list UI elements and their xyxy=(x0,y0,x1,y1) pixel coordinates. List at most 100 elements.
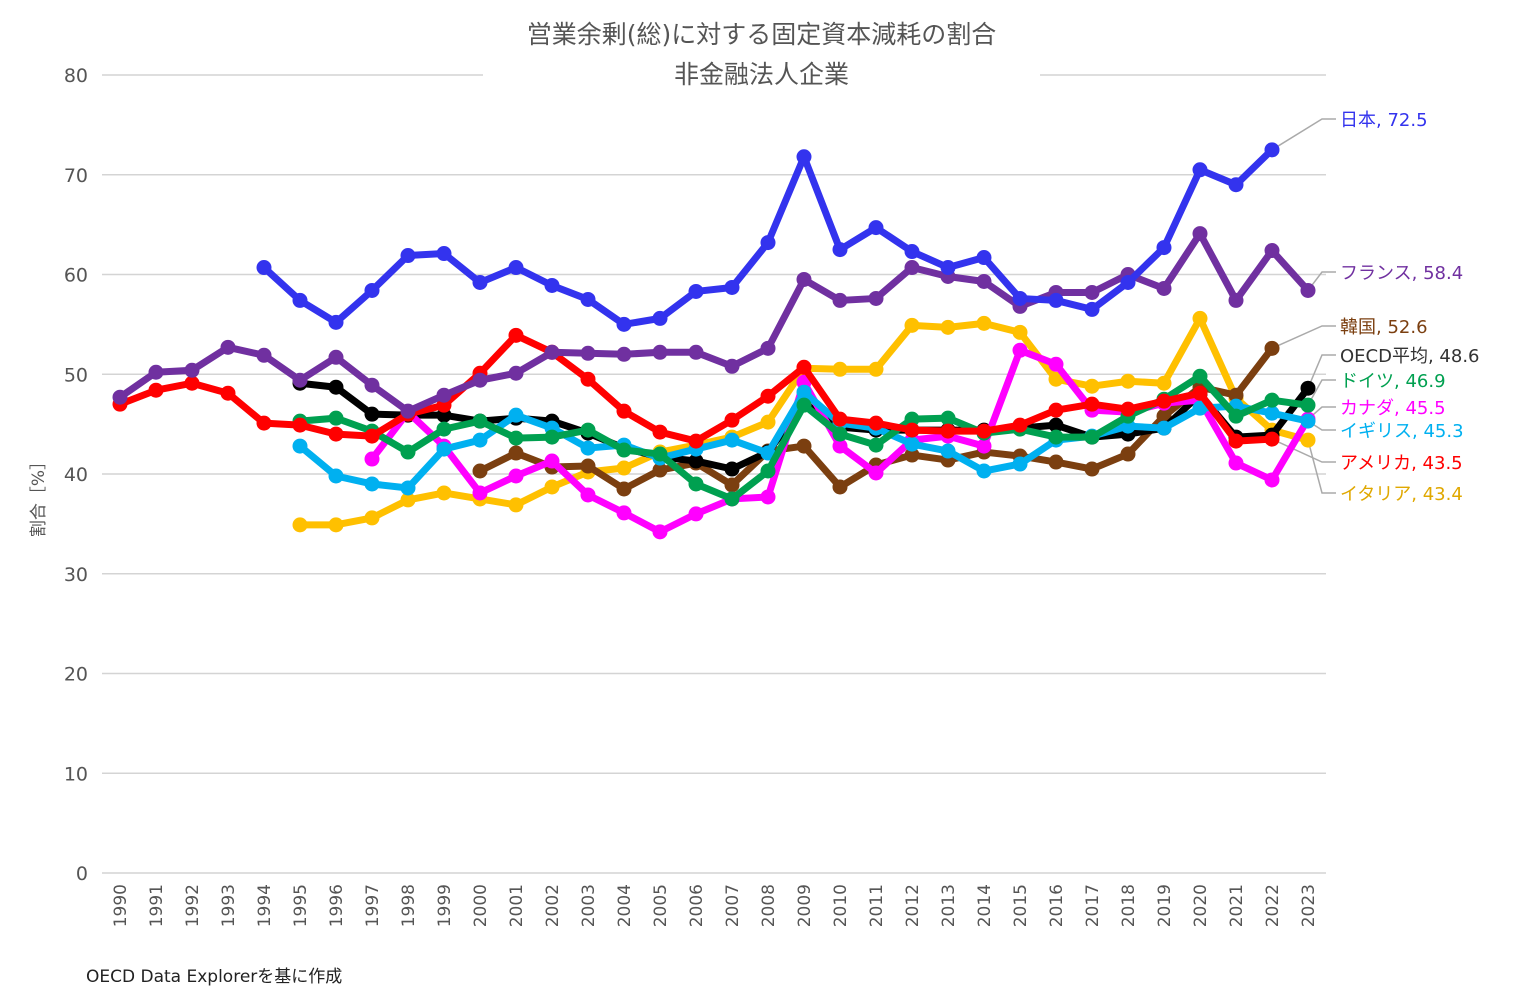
data-point xyxy=(1192,310,1208,326)
data-point xyxy=(616,346,632,362)
leader-line xyxy=(1307,271,1336,291)
data-point xyxy=(1192,162,1208,178)
x-tick-label: 1991 xyxy=(147,884,167,927)
x-tick-label: 1992 xyxy=(183,884,203,927)
x-tick-label: 2019 xyxy=(1155,884,1175,927)
data-point xyxy=(580,440,596,456)
data-point xyxy=(616,460,632,476)
data-point xyxy=(436,441,452,457)
data-point xyxy=(1228,455,1244,471)
data-point xyxy=(292,292,308,308)
data-point xyxy=(1012,324,1028,340)
data-point xyxy=(832,479,848,495)
x-tick-label: 1996 xyxy=(327,884,347,927)
leader-line xyxy=(1271,325,1336,349)
x-tick-label: 2003 xyxy=(579,884,599,927)
series-label: OECD平均, 48.6 xyxy=(1340,346,1480,367)
y-tick-label: 0 xyxy=(76,863,88,885)
data-point xyxy=(1012,290,1028,306)
data-point xyxy=(256,260,272,276)
y-tick-label: 70 xyxy=(64,165,88,187)
y-tick-label: 40 xyxy=(64,464,88,486)
data-point xyxy=(616,442,632,458)
data-point xyxy=(1012,456,1028,472)
data-point xyxy=(868,437,884,453)
data-point xyxy=(688,283,704,299)
leader-line xyxy=(1307,379,1336,406)
data-point xyxy=(868,465,884,481)
data-point xyxy=(652,344,668,360)
series-label: 韓国, 52.6 xyxy=(1340,317,1428,338)
y-tick-label: 60 xyxy=(64,265,88,287)
data-point xyxy=(1120,274,1136,290)
series-label: イギリス, 45.3 xyxy=(1340,421,1464,442)
data-point xyxy=(508,445,524,461)
data-point xyxy=(616,505,632,521)
data-point xyxy=(292,438,308,454)
data-point xyxy=(1264,392,1280,408)
data-point xyxy=(904,436,920,452)
data-point xyxy=(508,497,524,513)
x-tick-label: 2020 xyxy=(1191,884,1211,927)
data-point xyxy=(1120,401,1136,417)
data-point xyxy=(184,362,200,378)
data-point xyxy=(472,413,488,429)
data-point xyxy=(976,463,992,479)
data-point xyxy=(1084,396,1100,412)
data-point xyxy=(328,426,344,442)
y-tick-label: 10 xyxy=(64,763,88,785)
data-point xyxy=(796,271,812,287)
data-point xyxy=(364,510,380,526)
data-point xyxy=(724,461,740,477)
data-point xyxy=(472,485,488,501)
data-point xyxy=(184,375,200,391)
x-tick-label: 1994 xyxy=(255,884,275,927)
data-point xyxy=(940,319,956,335)
data-point xyxy=(652,524,668,540)
data-point xyxy=(1264,142,1280,158)
data-point xyxy=(760,489,776,505)
data-point xyxy=(580,291,596,307)
data-point xyxy=(1300,397,1316,413)
data-point xyxy=(904,447,920,463)
data-point xyxy=(328,314,344,330)
x-tick-label: 2023 xyxy=(1299,884,1319,927)
x-tick-label: 2018 xyxy=(1119,884,1139,927)
data-point xyxy=(616,316,632,332)
data-point xyxy=(1264,243,1280,259)
data-point xyxy=(328,410,344,426)
data-point xyxy=(868,361,884,377)
x-tick-label: 2015 xyxy=(1011,884,1031,927)
x-tick-label: 2006 xyxy=(687,884,707,927)
data-point xyxy=(544,277,560,293)
data-point xyxy=(688,433,704,449)
data-point xyxy=(796,397,812,413)
data-point xyxy=(364,428,380,444)
data-point xyxy=(1192,400,1208,416)
data-point xyxy=(1048,402,1064,418)
y-tick-label: 30 xyxy=(64,564,88,586)
data-point xyxy=(1264,431,1280,447)
x-tick-label: 1995 xyxy=(291,884,311,927)
x-tick-label: 1997 xyxy=(363,884,383,927)
data-point xyxy=(508,407,524,423)
x-tick-label: 2021 xyxy=(1227,884,1247,927)
data-point xyxy=(1300,413,1316,429)
data-point xyxy=(832,411,848,427)
series-label: アメリカ, 43.5 xyxy=(1340,453,1463,474)
data-point xyxy=(436,387,452,403)
data-point xyxy=(904,411,920,427)
y-axis-label: 割合［%］ xyxy=(29,453,49,537)
leader-line xyxy=(1307,439,1336,494)
data-point xyxy=(400,248,416,264)
data-point xyxy=(1228,292,1244,308)
data-point xyxy=(652,462,668,478)
data-point xyxy=(1156,393,1172,409)
data-point xyxy=(580,487,596,503)
data-point xyxy=(148,382,164,398)
data-point xyxy=(1012,417,1028,433)
data-point xyxy=(1300,380,1316,396)
x-tick-label: 2011 xyxy=(867,884,887,927)
data-point xyxy=(220,339,236,355)
data-point xyxy=(1120,373,1136,389)
